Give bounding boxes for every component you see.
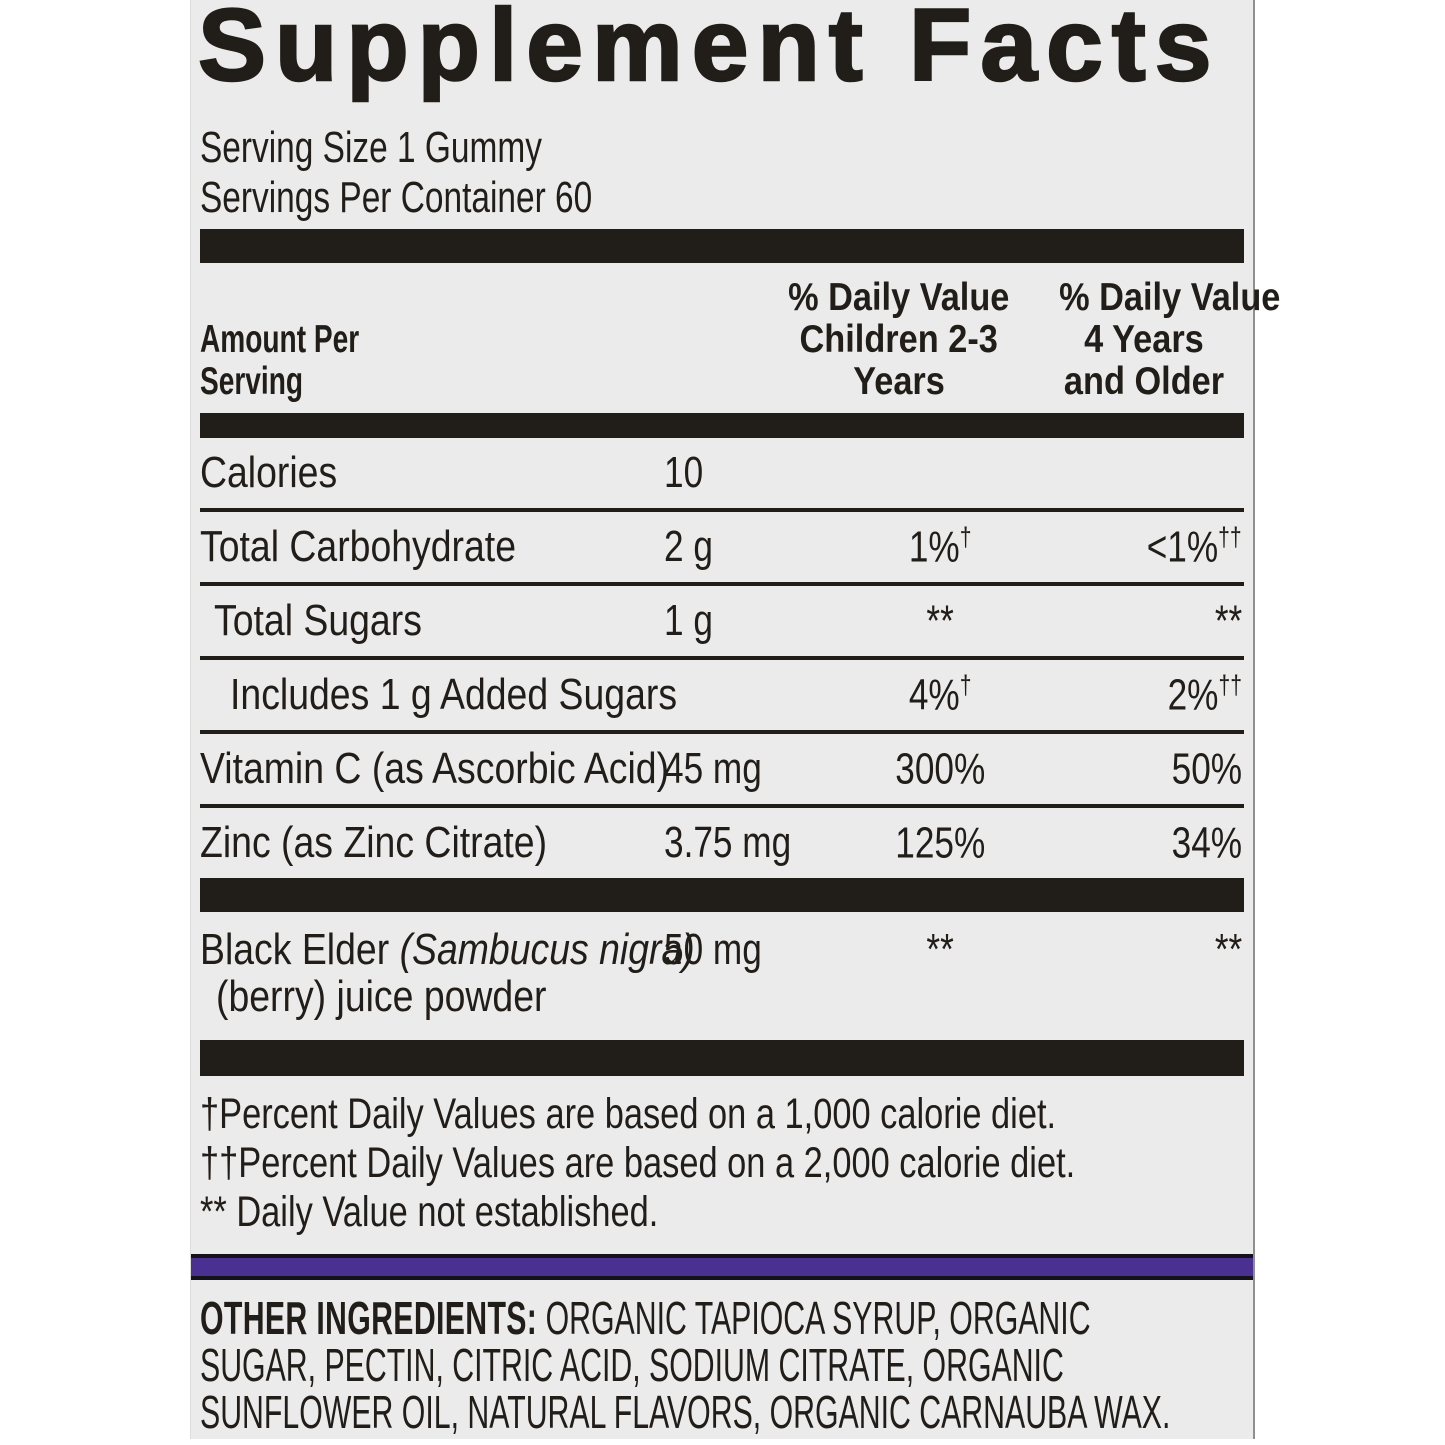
row-dv-children: 1%† bbox=[908, 521, 972, 572]
row-dv-children: 4%† bbox=[908, 669, 972, 720]
footnote-dagger: †Percent Daily Values are based on a 1,0… bbox=[200, 1090, 1057, 1138]
column-headers: Amount Per Serving % Daily Value Childre… bbox=[200, 263, 1281, 413]
row-amount: 45 mg bbox=[664, 744, 762, 793]
row-name: Includes 1 g Added Sugars bbox=[230, 670, 678, 719]
row-separator bbox=[200, 508, 1244, 512]
serving-info: Serving Size 1 Gummy Servings Per Contai… bbox=[200, 123, 1244, 223]
facts-title: Supplement Facts bbox=[197, 0, 1221, 102]
latin-name: (Sambucus nigra) bbox=[399, 925, 695, 974]
servings-per-container: Servings Per Container 60 bbox=[200, 173, 593, 222]
other-ingredients: OTHER INGREDIENTS: ORGANIC TAPIOCA SYRUP… bbox=[200, 1295, 1244, 1436]
row-name: Zinc (as Zinc Citrate) bbox=[200, 818, 548, 867]
row-dv-children: ** bbox=[926, 925, 954, 974]
row-dv-children: 300% bbox=[894, 744, 986, 794]
row-name: Total Carbohydrate bbox=[200, 522, 517, 571]
row-dv-older: 2%†† bbox=[1167, 669, 1242, 720]
row-name: Vitamin C (as Ascorbic Acid) bbox=[200, 744, 670, 793]
divider-bar-top bbox=[200, 229, 1244, 263]
table-row-calories: Calories 10 bbox=[200, 438, 1244, 508]
row-name: Black Elder (Sambucus nigra) bbox=[200, 925, 695, 974]
table-row-total-sugars: Total Sugars 1 g ** ** bbox=[200, 586, 1244, 656]
table-row-black-elder: Black Elder (Sambucus nigra) (berry) jui… bbox=[200, 912, 1244, 1040]
row-amount: 2 g bbox=[664, 522, 713, 571]
accent-stripe bbox=[191, 1254, 1253, 1280]
row-dv-older: ** bbox=[1214, 596, 1242, 646]
row-amount: 50 mg bbox=[664, 925, 762, 974]
row-separator bbox=[200, 582, 1244, 586]
row-dv-children: 125% bbox=[894, 818, 986, 868]
row-name: Total Sugars bbox=[214, 596, 422, 645]
row-dv-older: 34% bbox=[1171, 818, 1242, 868]
header-dv-children: % Daily Value Children 2-3 Years bbox=[788, 276, 1010, 403]
divider-bar-mid bbox=[200, 878, 1244, 912]
table-row-vitamin-c: Vitamin C (as Ascorbic Acid) 45 mg 300% … bbox=[200, 734, 1244, 804]
divider-bar-header bbox=[200, 413, 1244, 438]
table-row-total-carbohydrate: Total Carbohydrate 2 g 1%† <1%†† bbox=[200, 512, 1244, 582]
row-amount: 3.75 mg bbox=[664, 818, 792, 867]
supplement-facts-panel: Supplement Facts Serving Size 1 Gummy Se… bbox=[190, 0, 1281, 1439]
footnotes: †Percent Daily Values are based on a 1,0… bbox=[200, 1090, 1244, 1237]
table-row-zinc: Zinc (as Zinc Citrate) 3.75 mg 125% 34% bbox=[200, 808, 1244, 878]
row-dv-children: ** bbox=[926, 596, 954, 646]
footnote-double-dagger: ††Percent Daily Values are based on a 2,… bbox=[200, 1139, 1076, 1187]
row-dv-older: <1%†† bbox=[1147, 521, 1242, 572]
footnote-asterisks: ** Daily Value not established. bbox=[200, 1188, 659, 1236]
table-row-added-sugars: Includes 1 g Added Sugars 4%† 2%†† bbox=[200, 660, 1244, 730]
other-ingredients-label: OTHER INGREDIENTS: bbox=[200, 1292, 538, 1344]
other-ingredients-text: ORGANIC TAPIOCA SYRUP, ORGANIC bbox=[545, 1292, 1091, 1344]
other-ingredients-text: SUNFLOWER OIL, NATURAL FLAVORS, ORGANIC … bbox=[200, 1386, 1171, 1438]
row-separator bbox=[200, 730, 1244, 734]
row-amount: 10 bbox=[664, 448, 704, 497]
row-dv-older: ** bbox=[1214, 925, 1242, 974]
header-dv-older: % Daily Value 4 Years and Older bbox=[1059, 276, 1281, 403]
row-name-line2: (berry) juice powder bbox=[216, 972, 547, 1021]
row-dv-older: 50% bbox=[1171, 744, 1242, 794]
row-separator bbox=[200, 804, 1244, 808]
row-amount: 1 g bbox=[664, 596, 713, 645]
other-ingredients-text: SUGAR, PECTIN, CITRIC ACID, SODIUM CITRA… bbox=[200, 1339, 1064, 1391]
serving-size: Serving Size 1 Gummy bbox=[200, 123, 542, 172]
divider-bar-bottom bbox=[200, 1040, 1244, 1076]
header-amount-per-serving: Amount Per Serving bbox=[200, 318, 360, 403]
row-name: Calories bbox=[200, 448, 338, 497]
row-separator bbox=[200, 656, 1244, 660]
facts-table: Calories 10 Total Carbohydrate 2 g 1%† <… bbox=[200, 438, 1244, 1076]
